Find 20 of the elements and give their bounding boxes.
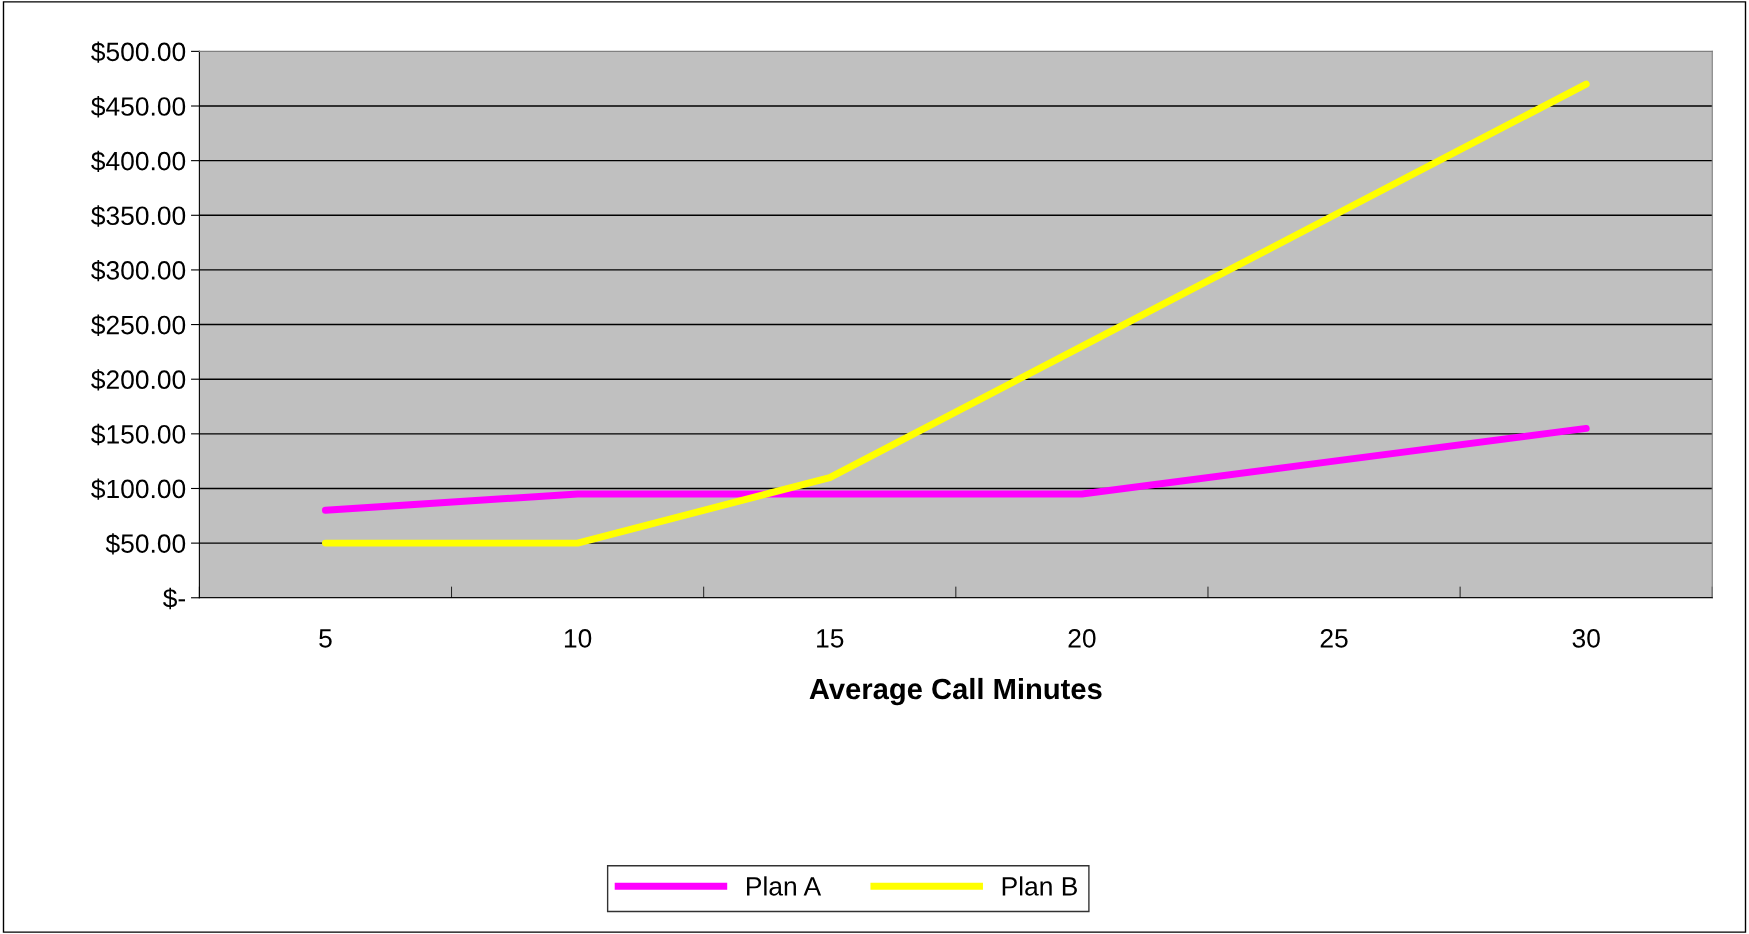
y-tick-label: $450.00 bbox=[91, 96, 186, 118]
x-tick-label: 10 bbox=[564, 629, 592, 648]
y-tick-label: $250.00 bbox=[91, 314, 186, 336]
x-tick-label: 25 bbox=[1320, 629, 1348, 648]
y-tick-label: $500.00 bbox=[91, 41, 186, 63]
x-tick-label: 5 bbox=[319, 629, 332, 648]
legend-label: Plan A bbox=[747, 876, 822, 896]
y-tick-label: $50.00 bbox=[105, 533, 186, 555]
y-tick-label: $200.00 bbox=[91, 369, 186, 391]
y-tick-label: $- bbox=[163, 587, 186, 610]
y-tick-label: $100.00 bbox=[91, 478, 186, 500]
x-tick-label: 20 bbox=[1068, 629, 1096, 648]
x-tick-label: 30 bbox=[1572, 629, 1600, 648]
y-tick-label: $350.00 bbox=[91, 205, 186, 227]
x-axis-title: Average Call Minutes bbox=[809, 677, 1102, 706]
y-tick-label: $300.00 bbox=[91, 259, 186, 282]
y-tick-label: $150.00 bbox=[91, 423, 186, 446]
legend-label: Plan B bbox=[1002, 876, 1077, 896]
y-tick-label: $400.00 bbox=[91, 150, 186, 173]
x-tick-label: 15 bbox=[817, 629, 844, 648]
